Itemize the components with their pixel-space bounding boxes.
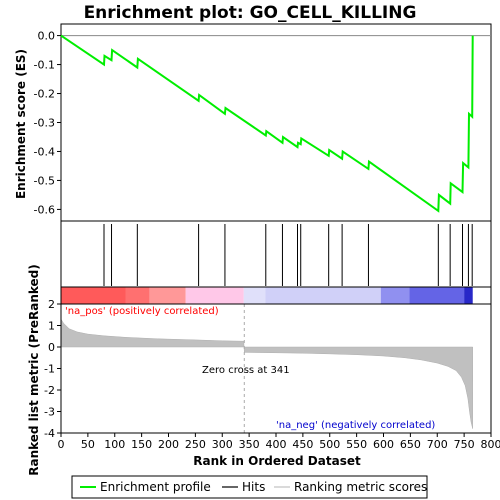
metric-y-tick-label: -3 [44, 406, 55, 419]
x-axis-title: Rank in Ordered Dataset [193, 454, 361, 468]
ranking-metric-fill [60, 318, 473, 429]
legend: Enrichment profile Hits Ranking metric s… [71, 475, 428, 499]
x-tick-label: 600 [373, 438, 394, 451]
colorbar-segment [464, 287, 473, 304]
legend-enrichment-label: Enrichment profile [100, 480, 211, 494]
ranking-metric-area [60, 318, 473, 429]
es-y-tick-label: -0.4 [34, 145, 55, 158]
x-tick-label: 50 [81, 438, 95, 451]
x-tick-label: 450 [292, 438, 313, 451]
es-y-tick-label: -0.3 [34, 117, 55, 130]
metric-y-tick-label: -2 [44, 384, 55, 397]
legend-metric-label: Ranking metric scores [294, 480, 427, 494]
zero-cross-annotation: Zero cross at 341 [202, 365, 290, 376]
x-tick-label: 300 [212, 438, 233, 451]
x-tick-label: 800 [481, 438, 500, 451]
x-tick-label: 150 [131, 438, 152, 451]
es-y-tick-label: -0.6 [34, 203, 55, 216]
hit-marks [103, 224, 473, 286]
x-tick-label: 650 [400, 438, 421, 451]
es-panel-frame [60, 23, 492, 222]
colorbar-segment [125, 287, 150, 304]
enrichment-profile-line [60, 34, 474, 213]
es-y-tick-label: 0.0 [38, 30, 56, 43]
es-y-tick-label: -0.2 [34, 88, 55, 101]
es-y-ticks: 0.0 -0.1 -0.2 -0.3 -0.4 -0.5 -0.6 [34, 30, 61, 216]
es-panel: 0.0 -0.1 -0.2 -0.3 -0.4 -0.5 -0.6 Enrichment s… [14, 23, 492, 222]
x-tick-label: 0 [58, 438, 65, 451]
metric-y-tick-label: 0 [48, 341, 55, 354]
x-tick-label: 250 [185, 438, 206, 451]
metric-y-tick-label: -4 [44, 427, 55, 440]
es-y-axis-title: Enrichment score (ES) [14, 49, 28, 199]
colorbar-segment [149, 287, 186, 304]
metric-y-tick-label: 1 [48, 320, 55, 333]
metric-y-axis-title: Ranked list metric (PreRanked) [27, 264, 41, 476]
metric-x-ticks: 0 50 100 150 200 250 300 350 400 450 500 550 600 650 7… [58, 433, 500, 451]
x-tick-label: 100 [104, 438, 125, 451]
x-tick-label: 350 [239, 438, 260, 451]
x-tick-label: 550 [346, 438, 367, 451]
colorbar-segment [380, 287, 410, 304]
hits-panel [60, 220, 492, 288]
metric-panel: 2 1 0 -1 -2 -3 -4 0 50 100 150 200 250 300 350 400 450 5… [27, 264, 500, 476]
chart-title: Enrichment plot: GO_CELL_KILLING [84, 3, 417, 23]
metric-y-tick-label: 2 [48, 298, 55, 311]
es-y-tick-label: -0.5 [34, 174, 55, 187]
x-tick-label: 400 [266, 438, 287, 451]
colorbar-segment [265, 287, 381, 304]
legend-hits-label: Hits [242, 480, 265, 494]
colorbar-segments [61, 287, 473, 304]
colorbar-segment [185, 287, 244, 304]
colorbar [60, 286, 492, 305]
x-tick-label: 750 [454, 438, 475, 451]
colorbar-segment [243, 287, 266, 304]
colorbar-segment [409, 287, 465, 304]
x-tick-label: 500 [319, 438, 340, 451]
es-y-tick-label: -0.1 [34, 59, 55, 72]
metric-y-tick-label: -1 [44, 363, 55, 376]
negative-annotation: 'na_neg' (negatively correlated) [276, 420, 435, 431]
x-tick-label: 700 [427, 438, 448, 451]
legend-box [71, 475, 428, 499]
metric-y-ticks: 2 1 0 -1 -2 -3 -4 [44, 298, 61, 440]
colorbar-segment [61, 287, 126, 304]
enrichment-profile-polyline [60, 34, 474, 213]
hits-panel-frame [60, 220, 492, 288]
positive-annotation: 'na_pos' (positively correlated) [65, 306, 219, 317]
x-tick-label: 200 [158, 438, 179, 451]
